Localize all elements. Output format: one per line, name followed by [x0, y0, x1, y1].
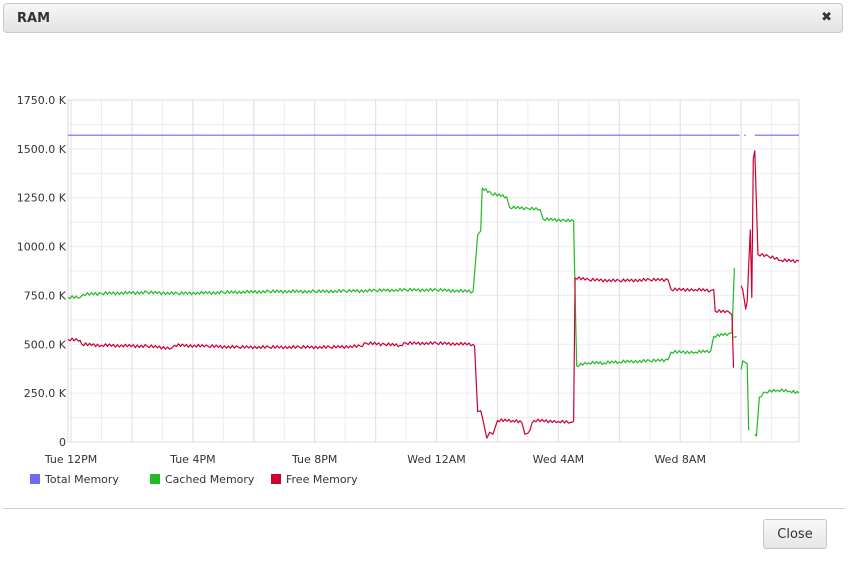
y-tick-label: 750.0 K — [24, 289, 67, 302]
y-tick-label: 0 — [59, 436, 66, 449]
x-tick-label: Tue 12PM — [44, 453, 97, 466]
y-tick-label: 1000.0 K — [17, 241, 67, 254]
free-memory-series-line — [740, 150, 800, 310]
dialog-titlebar: RAM ✖ — [3, 3, 843, 33]
y-tick-label: 500.0 K — [24, 338, 67, 351]
close-button[interactable]: Close — [763, 519, 827, 549]
free-memory-series-line — [67, 337, 474, 350]
free-memory-series-line — [472, 343, 574, 439]
x-tick-label: Wed 12AM — [407, 453, 466, 466]
cached-memory-series-line — [573, 222, 733, 368]
cached-memory-series-line — [733, 335, 737, 338]
cached-memory-legend-swatch — [150, 474, 160, 484]
x-tick-label: Tue 4PM — [169, 453, 215, 466]
ram-chart: 0 250.0 K 500.0 K 750.0 K 1000.0 K 1250.0 K 15… — [17, 94, 800, 486]
y-tick-label: 1500.0 K — [17, 143, 67, 156]
total-memory-legend-label: Total Memory — [44, 473, 119, 486]
close-icon[interactable]: ✖ — [821, 10, 832, 25]
cached-memory-series-line — [67, 287, 474, 300]
cached-memory-series-line — [472, 187, 575, 292]
y-tick-label: 1750.0 K — [17, 94, 67, 107]
cached-memory-series-line — [740, 360, 750, 431]
free-memory-legend-label: Free Memory — [286, 473, 358, 486]
cached-memory-legend-label: Cached Memory — [165, 473, 255, 486]
plot-border — [67, 99, 800, 443]
total-memory-legend-swatch — [30, 474, 40, 484]
dialog-title: RAM — [17, 11, 51, 26]
footer-divider — [3, 508, 845, 509]
cached-memory-series-line — [754, 388, 800, 437]
x-tick-label: Wed 8AM — [654, 453, 706, 466]
y-tick-label: 250.0 K — [24, 387, 67, 400]
free-memory-series-line — [573, 276, 735, 422]
y-tick-label: 1250.0 K — [17, 192, 67, 205]
x-tick-label: Wed 4AM — [533, 453, 585, 466]
x-tick-label: Tue 8PM — [291, 453, 337, 466]
free-memory-legend-swatch — [271, 474, 281, 484]
